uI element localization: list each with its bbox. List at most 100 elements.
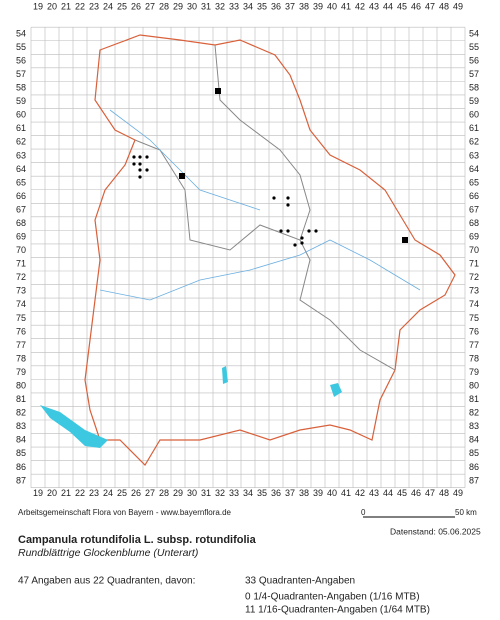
- column-label: 27: [145, 488, 155, 498]
- column-label: 48: [439, 488, 449, 498]
- column-label: 43: [369, 1, 379, 11]
- column-label: 23: [89, 488, 99, 498]
- row-label: 67: [16, 204, 26, 214]
- column-label: 20: [47, 1, 57, 11]
- column-label: 42: [355, 1, 365, 11]
- column-label: 33: [229, 488, 239, 498]
- row-label: 80: [469, 381, 479, 391]
- title: Campanula rotundifolia L. subsp. rotundi…: [18, 534, 257, 546]
- row-label: 62: [16, 137, 26, 147]
- row-label: 84: [16, 435, 26, 445]
- river: [99, 239, 421, 301]
- row-label: 86: [469, 462, 479, 472]
- column-label: 21: [61, 1, 71, 11]
- column-label: 41: [341, 1, 351, 11]
- column-label: 39: [313, 488, 323, 498]
- column-label: 20: [47, 488, 57, 498]
- row-label: 72: [469, 272, 479, 282]
- row-label: 74: [469, 299, 479, 309]
- row-label: 69: [16, 232, 26, 242]
- column-label: 19: [33, 1, 43, 11]
- row-label: 65: [469, 177, 479, 187]
- column-label: 25: [117, 1, 127, 11]
- district-border: [214, 44, 311, 241]
- row-label: 59: [469, 96, 479, 106]
- column-label: 25: [117, 488, 127, 498]
- lake: [40, 405, 108, 448]
- row-label: 79: [16, 367, 26, 377]
- column-label: 27: [145, 1, 155, 11]
- row-label: 80: [16, 381, 26, 391]
- row-label: 75: [16, 313, 26, 323]
- row-label: 55: [469, 42, 479, 52]
- column-label: 46: [411, 488, 421, 498]
- column-label: 28: [159, 488, 169, 498]
- row-label: 79: [469, 367, 479, 377]
- column-label: 29: [173, 1, 183, 11]
- row-label: 71: [469, 259, 479, 269]
- column-label: 47: [425, 488, 435, 498]
- count: 33 Quadranten-Angaben: [245, 576, 355, 587]
- column-label: 35: [257, 488, 267, 498]
- column-label: 37: [285, 1, 295, 11]
- row-label: 84: [469, 435, 479, 445]
- column-label: 44: [383, 1, 393, 11]
- column-label: 21: [61, 488, 71, 498]
- summary: 47 Angaben aus 22 Quadranten, davon:: [18, 576, 195, 587]
- row-label: 83: [469, 421, 479, 431]
- column-label: 41: [341, 488, 351, 498]
- column-label: 44: [383, 488, 393, 498]
- column-label: 40: [327, 488, 337, 498]
- row-label: 60: [469, 110, 479, 120]
- records: [132, 88, 408, 247]
- column-label: 33: [229, 1, 239, 11]
- column-label: 45: [397, 1, 407, 11]
- column-label: 29: [173, 488, 183, 498]
- district-border: [134, 139, 396, 371]
- row-label: 58: [469, 83, 479, 93]
- column-label: 30: [187, 488, 197, 498]
- column-label: 38: [299, 488, 309, 498]
- column-label: 49: [453, 1, 463, 11]
- column-label: 43: [369, 488, 379, 498]
- row-label: 82: [16, 408, 26, 418]
- date: Datenstand: 05.06.2025: [390, 526, 481, 536]
- column-label: 49: [453, 488, 463, 498]
- row-label: 75: [469, 313, 479, 323]
- row-label: 64: [469, 164, 479, 174]
- row-label: 67: [469, 204, 479, 214]
- row-label: 83: [16, 421, 26, 431]
- column-label: 24: [103, 488, 113, 498]
- column-label: 32: [215, 1, 225, 11]
- row-label: 85: [16, 448, 26, 458]
- column-label: 30: [187, 1, 197, 11]
- row-label: 76: [16, 326, 26, 336]
- record-square: [215, 88, 221, 94]
- record-square: [179, 173, 185, 179]
- column-label: 36: [271, 1, 281, 11]
- row-label: 87: [16, 475, 26, 485]
- row-label: 62: [469, 137, 479, 147]
- column-label: 26: [131, 488, 141, 498]
- row-label: 54: [16, 28, 26, 38]
- column-label: 26: [131, 1, 141, 11]
- column-label: 37: [285, 488, 295, 498]
- row-label: 81: [16, 394, 26, 404]
- row-label: 66: [469, 191, 479, 201]
- row-label: 70: [469, 245, 479, 255]
- count: 11 1/16-Quadranten-Angaben (1/64 MTB): [245, 605, 430, 616]
- column-label: 22: [75, 1, 85, 11]
- column-label: 22: [75, 488, 85, 498]
- row-label: 78: [16, 353, 26, 363]
- row-label: 87: [469, 475, 479, 485]
- credit: Arbeitsgemeinschaft Flora von Bayern - w…: [18, 508, 232, 517]
- row-label: 74: [16, 299, 26, 309]
- row-label: 70: [16, 245, 26, 255]
- column-label: 24: [103, 1, 113, 11]
- row-label: 66: [16, 191, 26, 201]
- column-label: 32: [215, 488, 225, 498]
- row-label: 73: [16, 286, 26, 296]
- column-label: 42: [355, 488, 365, 498]
- row-label: 63: [469, 150, 479, 160]
- row-label: 64: [16, 164, 26, 174]
